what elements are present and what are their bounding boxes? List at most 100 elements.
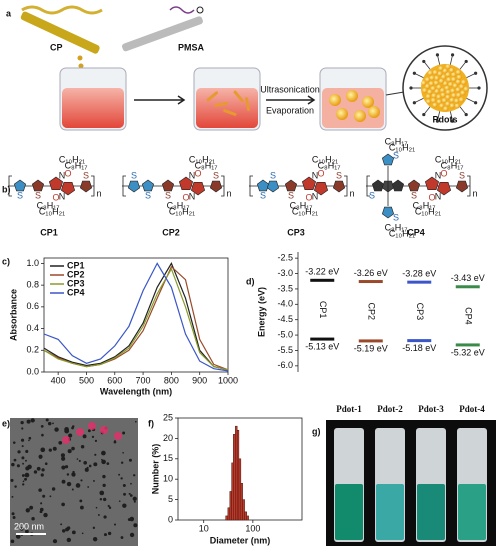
tem-particle — [71, 426, 74, 430]
nanoparticle — [436, 84, 442, 90]
pmsa-tail — [414, 98, 424, 104]
tem-particle — [120, 461, 124, 464]
ring — [407, 179, 421, 192]
atom-label: S — [411, 190, 417, 200]
nanoparticle — [438, 78, 445, 84]
y-tick-label: 0.4 — [26, 323, 39, 333]
tem-particle — [71, 446, 75, 451]
atom-label: O — [52, 192, 59, 202]
tem-particle — [62, 529, 66, 533]
pmsa-head — [450, 53, 455, 57]
category-label: CP2 — [366, 302, 376, 320]
tem-particle — [21, 474, 25, 477]
pmsa-tail — [423, 106, 431, 115]
nanoparticle — [455, 79, 461, 85]
energy-level-bar — [455, 343, 480, 347]
nanoparticle — [427, 70, 433, 76]
scale-bar-label: 200 nm — [14, 521, 44, 531]
tem-particle — [80, 479, 83, 482]
rod — [245, 97, 250, 112]
tem-particle — [31, 516, 35, 521]
vial-liquid — [417, 484, 445, 540]
atom-label: C₁₀H₂₁ — [389, 228, 415, 238]
atom-label: S — [83, 170, 89, 180]
pmsa-tail — [437, 54, 441, 65]
y-tick-label: -5.0 — [277, 329, 293, 339]
nanoparticle — [454, 98, 460, 104]
tem-particle — [72, 470, 75, 474]
x-tick-label: 10 — [199, 523, 209, 533]
atom-label: S — [260, 190, 266, 200]
nanoparticle — [425, 98, 432, 105]
tem-particle — [113, 440, 117, 444]
tem-particle — [129, 494, 133, 497]
spectrum-line — [43, 267, 229, 371]
atom-label: N — [435, 170, 442, 180]
tem-particle — [61, 465, 66, 470]
nanoparticle — [445, 94, 451, 100]
tem-particle — [93, 462, 98, 467]
atom-label: C₈H₁₇ — [385, 222, 408, 232]
nanoparticle — [428, 81, 434, 87]
tem-particle — [130, 482, 132, 485]
polymer-chain — [21, 5, 103, 15]
y-tick-label: 0.2 — [26, 345, 39, 355]
tem-particle — [102, 474, 106, 479]
nanoparticle — [434, 75, 440, 81]
tem-particle — [92, 536, 98, 542]
beaker-liquid — [62, 88, 124, 128]
tem-particle — [65, 527, 70, 532]
nanoparticle — [436, 94, 442, 100]
ring — [256, 179, 270, 192]
tem-particle — [71, 473, 76, 477]
tem-particle — [99, 498, 103, 501]
ring — [48, 176, 64, 190]
atom-label: O — [428, 192, 435, 202]
tem-particle — [133, 500, 136, 503]
tem-particle — [102, 497, 107, 502]
tem-particle — [97, 514, 100, 516]
ring — [60, 182, 76, 196]
pmsa-head — [477, 86, 481, 90]
ring — [381, 153, 395, 166]
tem-particle — [95, 506, 98, 509]
tem-particle — [101, 458, 103, 461]
tem-particle — [61, 502, 65, 507]
level-label: -5.32 eV — [451, 347, 485, 357]
atom-label: C₈H₁₇ — [65, 160, 88, 170]
x-tick-label: 600 — [107, 375, 122, 385]
tem-particle — [21, 456, 25, 460]
nanoparticle — [451, 76, 457, 82]
tem-particle — [51, 487, 56, 491]
nanoparticle — [449, 97, 455, 103]
histogram-bar — [227, 507, 231, 521]
y-tick-label: -2.5 — [277, 253, 293, 263]
tem-particle — [10, 539, 15, 544]
nanoparticle — [421, 80, 427, 86]
tem-particle — [106, 462, 110, 465]
pdot — [336, 108, 348, 120]
tem-particle — [45, 418, 49, 422]
tem-particle — [44, 462, 48, 466]
tem-particle — [28, 436, 32, 440]
ring — [455, 180, 469, 193]
ring — [178, 176, 194, 190]
atom-label: S — [131, 170, 137, 180]
x-tick-label: 1000 — [218, 375, 238, 385]
tem-particle — [60, 523, 63, 526]
tem-particle — [10, 478, 14, 482]
x-tick-label: 800 — [164, 375, 179, 385]
panel-label: d) — [246, 276, 255, 286]
tem-particle — [14, 485, 17, 488]
vial-label: Pdot-3 — [418, 404, 444, 414]
tem-particle — [88, 464, 92, 468]
level-label: -5.19 eV — [354, 343, 388, 353]
nanoparticle — [445, 71, 451, 78]
nanoparticle — [455, 87, 461, 93]
level-label: -3.22 eV — [305, 267, 339, 277]
nanoparticle — [448, 81, 454, 88]
nanoparticle — [449, 103, 455, 109]
ring — [301, 176, 317, 190]
pmsa-head — [464, 112, 468, 117]
axis-frame — [43, 257, 229, 373]
